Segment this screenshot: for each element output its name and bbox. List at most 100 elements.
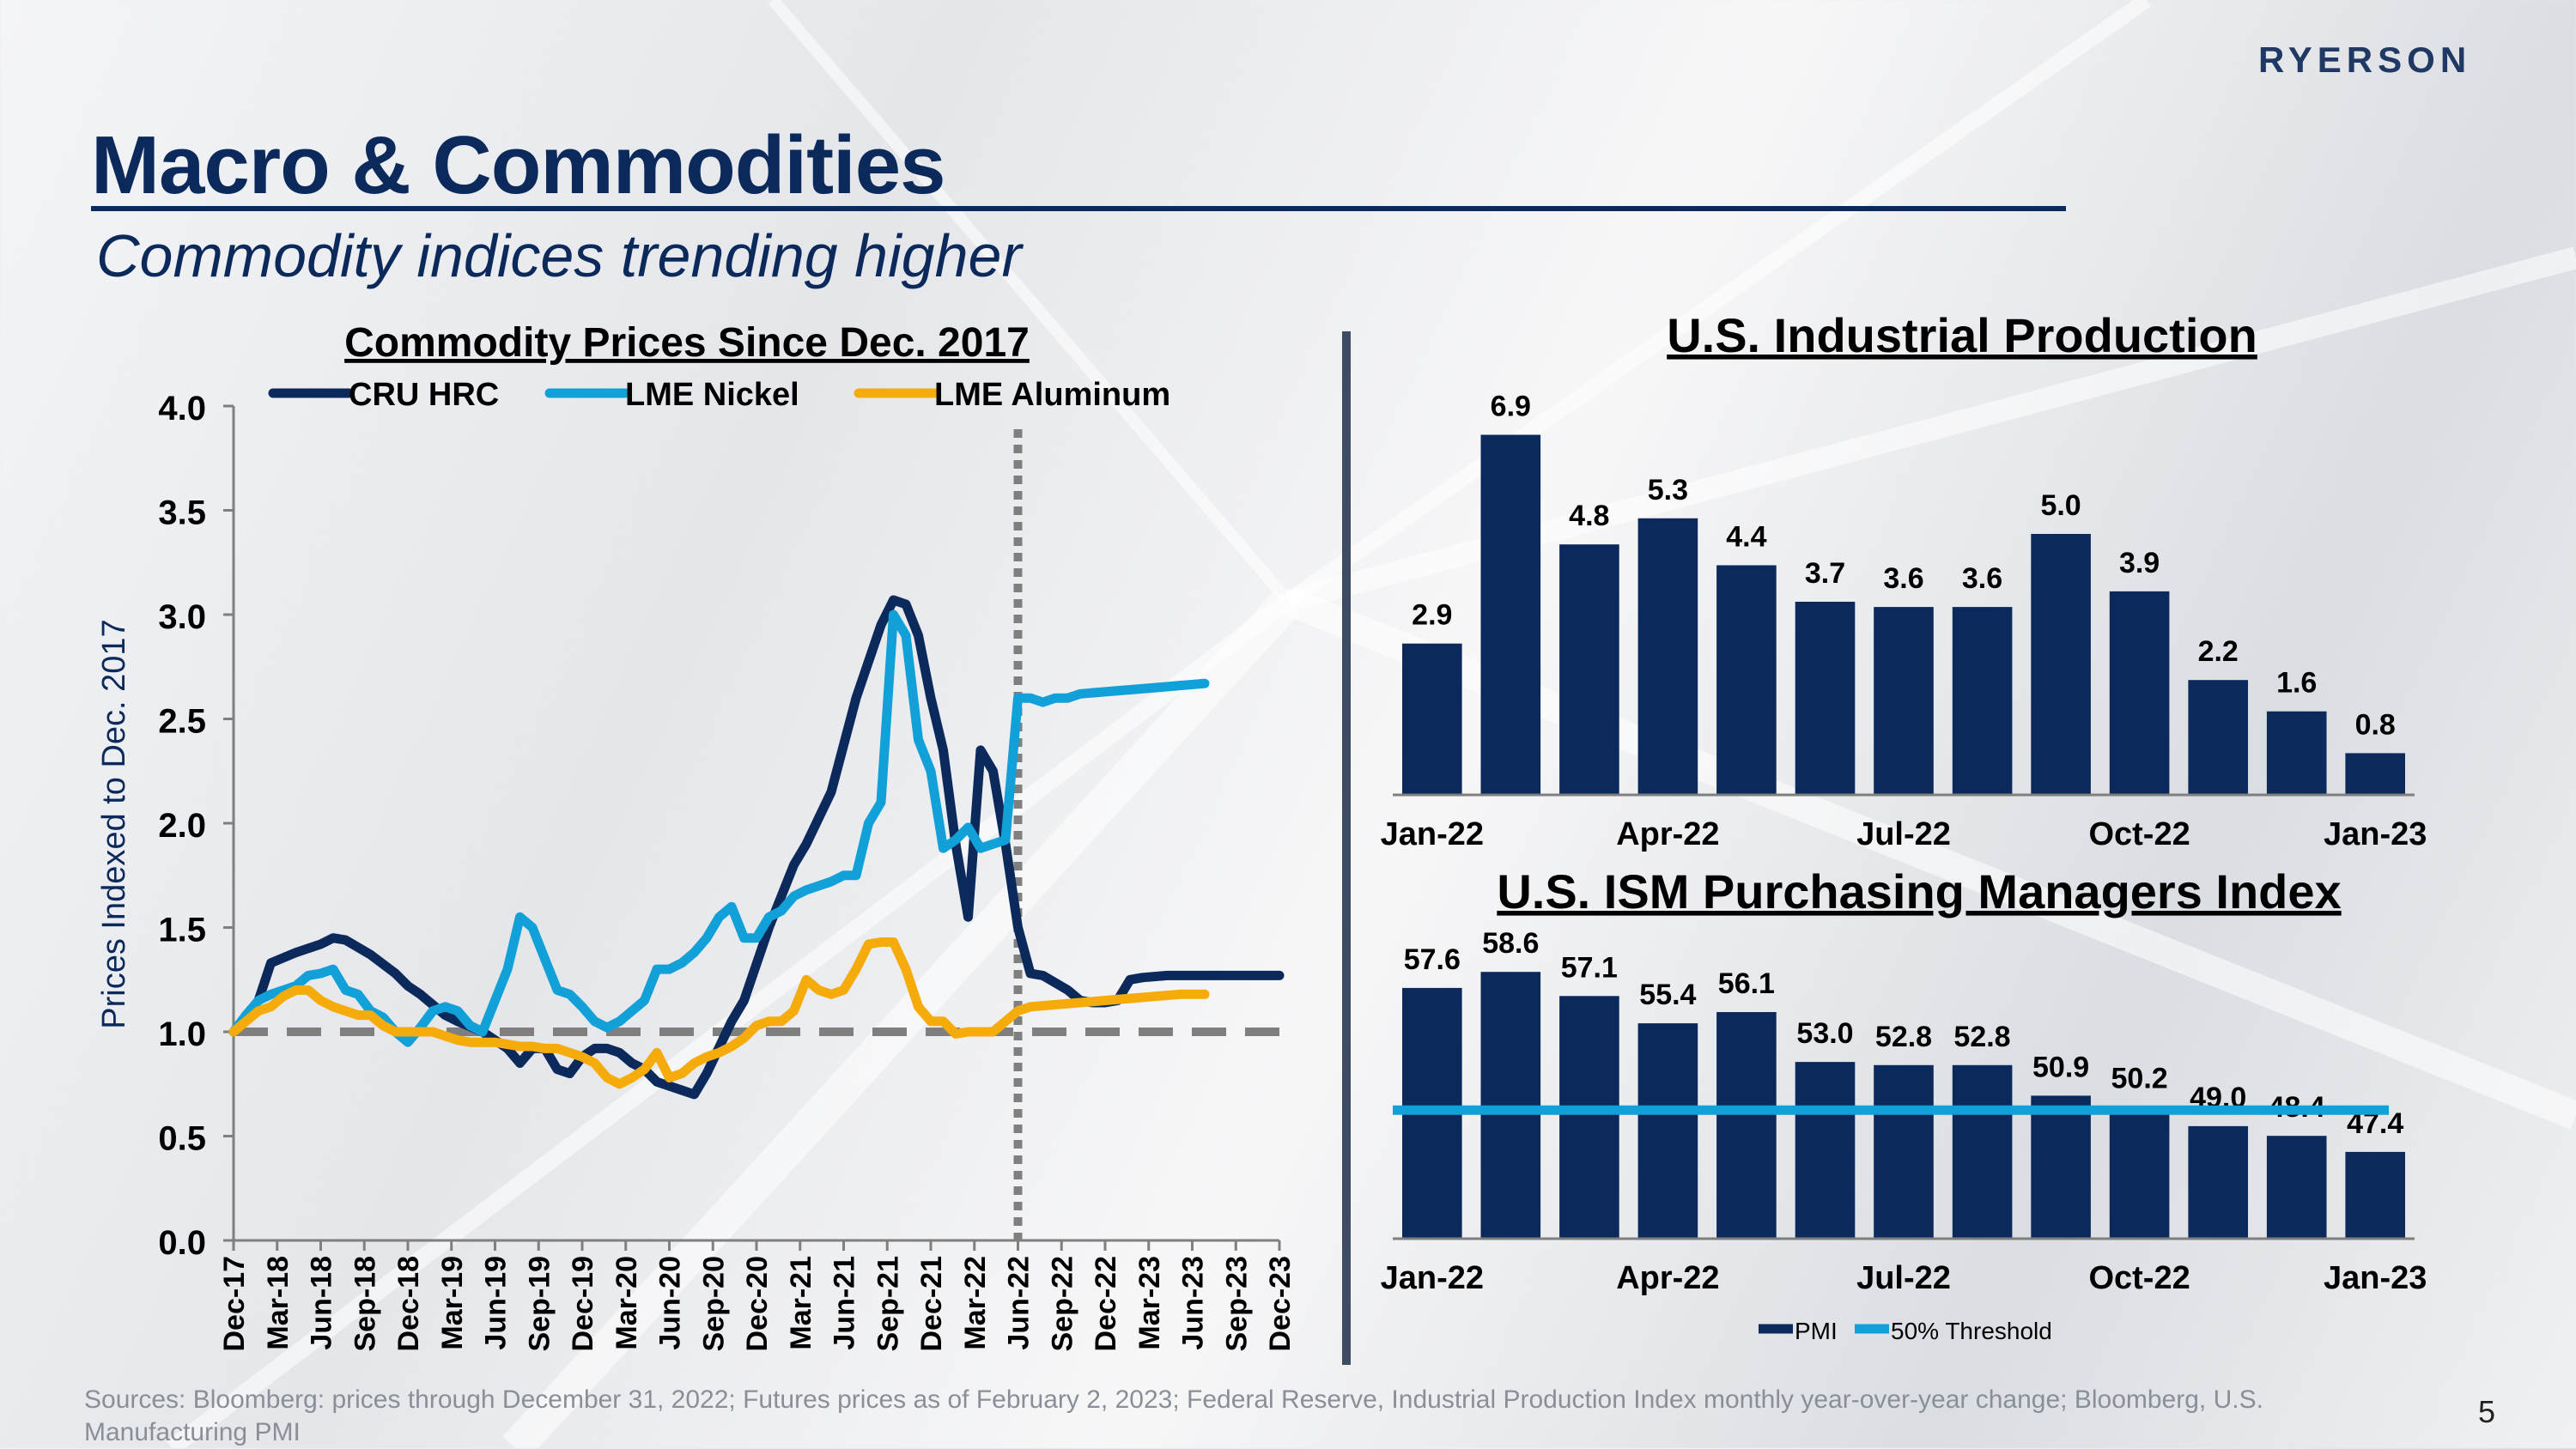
bar <box>1480 972 1541 1239</box>
commodity-prices-chart: Commodity Prices Since Dec. 2017 Prices … <box>96 320 1297 1352</box>
bar <box>2345 1151 2405 1239</box>
bar <box>2031 534 2091 795</box>
x-tick-label: Oct-22 <box>2088 1260 2190 1296</box>
x-tick-label: Jan-23 <box>2324 1260 2427 1296</box>
bar-data-label: 3.6 <box>1883 562 1923 595</box>
bar-data-label: 4.8 <box>1569 500 1609 532</box>
industrial-production-bars: 2.9 6.9 4.8 5.3 4.4 3.7 3.6 3.6 5.0 3.9 2.2 1.6 0.8 <box>1393 391 2415 797</box>
line-chart-axes <box>232 406 1279 1242</box>
pmi-legend: PMI 50% Threshold <box>1759 1318 2052 1344</box>
bar <box>2109 1106 2170 1239</box>
y-tick-label: 3.0 <box>158 598 206 636</box>
bar-data-label: 58.6 <box>1482 927 1539 960</box>
line-chart-x-ticks: Dec-17 Mar-18 Jun-18 Sep-18 Dec-18 Mar-19 Jun-… <box>218 1240 1297 1352</box>
x-tick-label: Jun-19 <box>480 1256 513 1350</box>
bar <box>2188 680 2248 795</box>
x-tick-label: Mar-23 <box>1133 1256 1166 1350</box>
x-tick-label: Jan-22 <box>1381 1260 1484 1296</box>
legend-label-50-threshold: 50% Threshold <box>1891 1318 2052 1344</box>
x-tick-label: Oct-22 <box>2088 816 2190 852</box>
x-tick-label: Mar-22 <box>959 1256 992 1350</box>
bar <box>1716 565 1777 795</box>
y-tick-label: 3.5 <box>158 494 206 532</box>
page-number: 5 <box>2478 1394 2496 1429</box>
x-tick-label: Sep-20 <box>697 1256 730 1352</box>
page-subtitle: Commodity indices trending higher <box>96 222 1022 289</box>
bar-data-label: 57.1 <box>1561 951 1618 984</box>
x-tick-label: Mar-18 <box>262 1256 295 1350</box>
series-line-lme-nickel <box>228 609 1210 1047</box>
y-tick-label: 1.0 <box>158 1016 206 1053</box>
bar <box>1874 1064 1934 1239</box>
pmi-chart: U.S. ISM Purchasing Managers Index 57.6 5… <box>1381 864 2427 1344</box>
bar-data-label: 57.6 <box>1404 943 1461 976</box>
bar <box>1952 1064 2013 1239</box>
industrial-production-title: U.S. Industrial Production <box>1667 308 2257 362</box>
x-tick-label: Sep-22 <box>1046 1256 1078 1352</box>
x-tick-label: Jun-18 <box>306 1256 338 1350</box>
bar <box>1795 1062 1856 1239</box>
x-tick-label: Dec-21 <box>915 1256 948 1352</box>
bar-data-label: 0.8 <box>2355 708 2396 741</box>
x-tick-label: Dec-18 <box>392 1256 425 1352</box>
bar-data-label: 5.0 <box>2040 489 2081 522</box>
x-tick-label: Sep-21 <box>872 1256 904 1352</box>
line-chart-y-axis-label: Prices Indexed to Dec. 2017 <box>96 619 132 1028</box>
bar <box>1637 518 1698 795</box>
sources-footnote: Sources: Bloomberg: prices through Decem… <box>84 1385 2263 1446</box>
x-tick-label: Apr-22 <box>1616 816 1719 852</box>
x-tick-label: Jul-22 <box>1856 1260 1951 1296</box>
bar <box>2345 753 2405 795</box>
bar <box>1402 643 1462 795</box>
bar <box>1559 996 1619 1239</box>
x-tick-label: Sep-19 <box>523 1256 556 1352</box>
x-tick-label: Jun-21 <box>829 1256 861 1350</box>
bar <box>2266 1136 2327 1239</box>
x-tick-label: Jun-20 <box>654 1256 687 1350</box>
x-tick-label: Sep-18 <box>349 1256 381 1352</box>
y-tick-label: 1.5 <box>158 912 206 949</box>
legend-label-lme-nickel: LME Nickel <box>625 377 799 413</box>
bar <box>1637 1023 1698 1239</box>
x-tick-label: Mar-20 <box>611 1256 643 1350</box>
legend-label-pmi: PMI <box>1795 1318 1838 1344</box>
series-line-lme-aluminum <box>228 937 1210 1089</box>
bar <box>2109 591 2170 795</box>
industrial-production-chart: U.S. Industrial Production 2.9 6.9 4.8 5.3 4… <box>1381 308 2427 852</box>
x-tick-label: Sep-23 <box>1220 1256 1253 1352</box>
y-tick-label: 0.5 <box>158 1120 206 1158</box>
bar-data-label: 3.9 <box>2119 547 2160 579</box>
x-tick-label: Dec-17 <box>218 1256 251 1352</box>
page-title: Macro & Commodities <box>91 119 945 211</box>
bar-data-label: 1.6 <box>2276 667 2317 700</box>
bar-data-label: 2.2 <box>2198 635 2239 668</box>
x-tick-label: Mar-21 <box>785 1256 817 1350</box>
panel-divider <box>1342 331 1351 1365</box>
bar-data-label: 5.3 <box>1648 474 1688 506</box>
x-tick-label: Mar-19 <box>436 1256 469 1350</box>
bar <box>1795 602 1856 795</box>
x-tick-label: Jan-23 <box>2324 816 2427 852</box>
line-chart-series <box>228 595 1285 1100</box>
bar <box>2188 1125 2248 1239</box>
line-chart-y-ticks: 0.0 0.5 1.0 1.5 2.0 2.5 3.0 3.5 4.0 <box>158 390 234 1262</box>
x-tick-label: Dec-22 <box>1090 1256 1122 1352</box>
bar-data-label: 2.9 <box>1412 599 1452 632</box>
bar <box>1559 544 1619 795</box>
bar-data-label: 55.4 <box>1639 979 1696 1011</box>
bar-data-label: 3.7 <box>1805 557 1845 590</box>
x-tick-label: Jul-22 <box>1856 816 1951 852</box>
bar-data-label: 53.0 <box>1796 1017 1853 1050</box>
y-tick-label: 0.0 <box>158 1224 206 1262</box>
bar <box>2031 1095 2091 1239</box>
bar <box>1952 607 2013 795</box>
pmi-bars: 57.6 58.6 57.1 55.4 56.1 53.0 52.8 52.8 50.9 50.2… <box>1393 927 2415 1240</box>
y-tick-label: 4.0 <box>158 390 206 427</box>
legend-label-lme-aluminum: LME Aluminum <box>934 377 1170 413</box>
bar <box>1874 607 1934 795</box>
bar <box>2266 711 2327 795</box>
bar-data-label: 3.6 <box>1962 562 2002 595</box>
bar-data-label: 50.9 <box>2032 1051 2089 1083</box>
legend-label-cru-hrc: CRU HRC <box>349 377 499 413</box>
